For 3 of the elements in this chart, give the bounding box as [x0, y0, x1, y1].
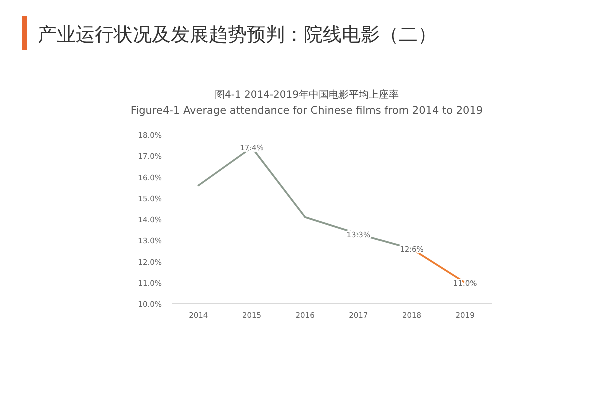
caption: Figure4-1 Average attendance for Chinese films from 2014 to 2019 [130, 105, 484, 117]
chart-title: 产业运行状况及发展趋势预判：院线电影（二） [38, 24, 437, 46]
chart-subtitle: 图4-1 2014-2019年中国电影平均上座率 [214, 89, 400, 101]
